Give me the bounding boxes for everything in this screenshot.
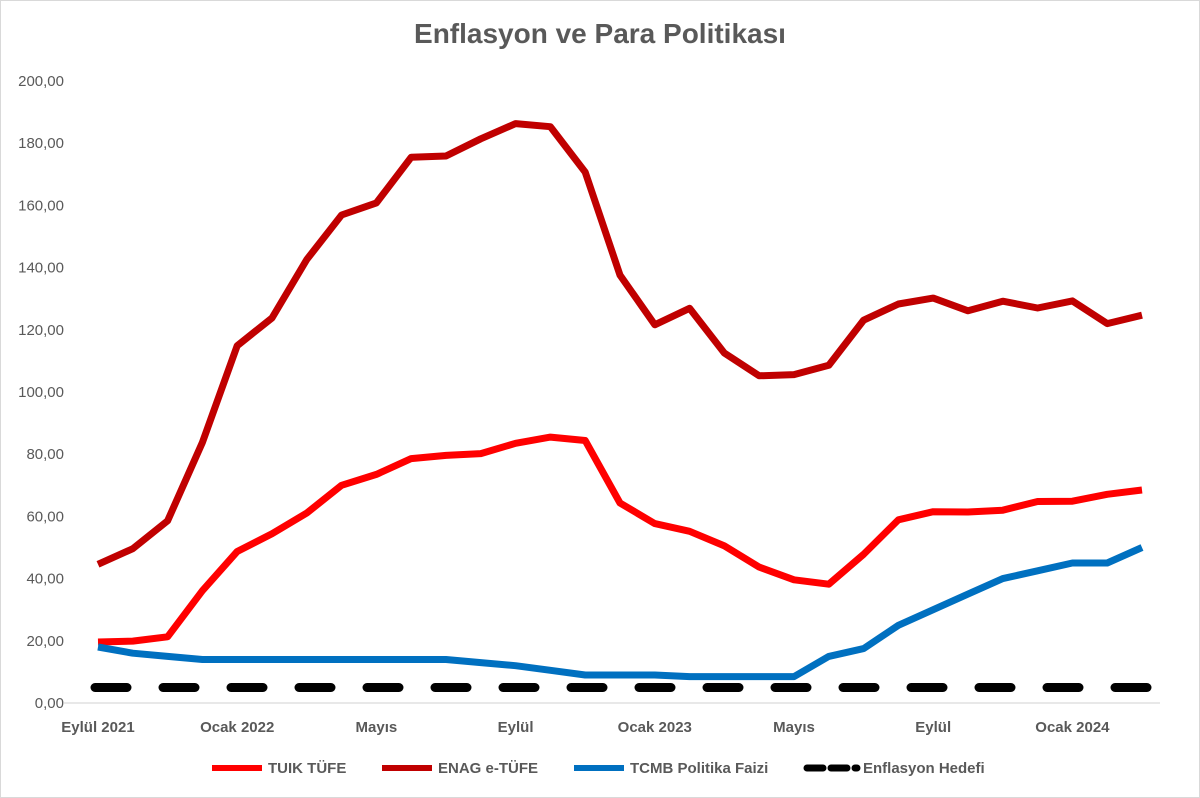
y-tick-label: 200,00 (18, 73, 64, 90)
y-tick-label: 20,00 (26, 633, 64, 650)
x-tick-label: Eylül (915, 719, 951, 736)
y-tick-label: 160,00 (18, 197, 64, 214)
y-tick-label: 100,00 (18, 384, 64, 401)
x-tick-label: Mayıs (773, 719, 815, 736)
series-line-2 (96, 120, 1143, 568)
chart-title: Enflasyon ve Para Politikası (414, 18, 786, 49)
series-line-1 (97, 433, 1143, 646)
series-lines (90, 120, 1155, 692)
legend-label: TUIK TÜFE (268, 760, 346, 777)
legend-label: ENAG e-TÜFE (438, 760, 538, 777)
legend-label: Enflasyon Hedefi (863, 760, 985, 777)
x-tick-label: Ocak 2024 (1035, 719, 1110, 736)
y-tick-label: 80,00 (26, 446, 64, 463)
y-tick-label: 0,00 (35, 695, 64, 712)
x-tick-label: Eylül (498, 719, 534, 736)
x-axis-ticks: Eylül 2021 Ocak 2022 Mayıs Eylül Ocak 2023 Ma… (61, 719, 1110, 736)
y-tick-label: 40,00 (26, 571, 64, 588)
y-tick-label: 60,00 (26, 508, 64, 525)
x-tick-label: Mayıs (356, 719, 398, 736)
legend-label: TCMB Politika Faizi (630, 760, 768, 777)
y-tick-label: 180,00 (18, 135, 64, 152)
series-line-3 (97, 544, 1144, 681)
x-tick-label: Ocak 2023 (618, 719, 692, 736)
x-tick-label: Ocak 2022 (200, 719, 274, 736)
legend: TUIK TÜFE ENAG e-TÜFE TCMB Politika Faizi E… (212, 760, 985, 777)
y-tick-label: 140,00 (18, 260, 64, 277)
x-tick-label: Eylül 2021 (61, 719, 134, 736)
y-axis-ticks: 0,00 20,00 40,00 60,00 80,00 100,00 120,00 140,… (18, 73, 64, 712)
y-tick-label: 120,00 (18, 322, 64, 339)
